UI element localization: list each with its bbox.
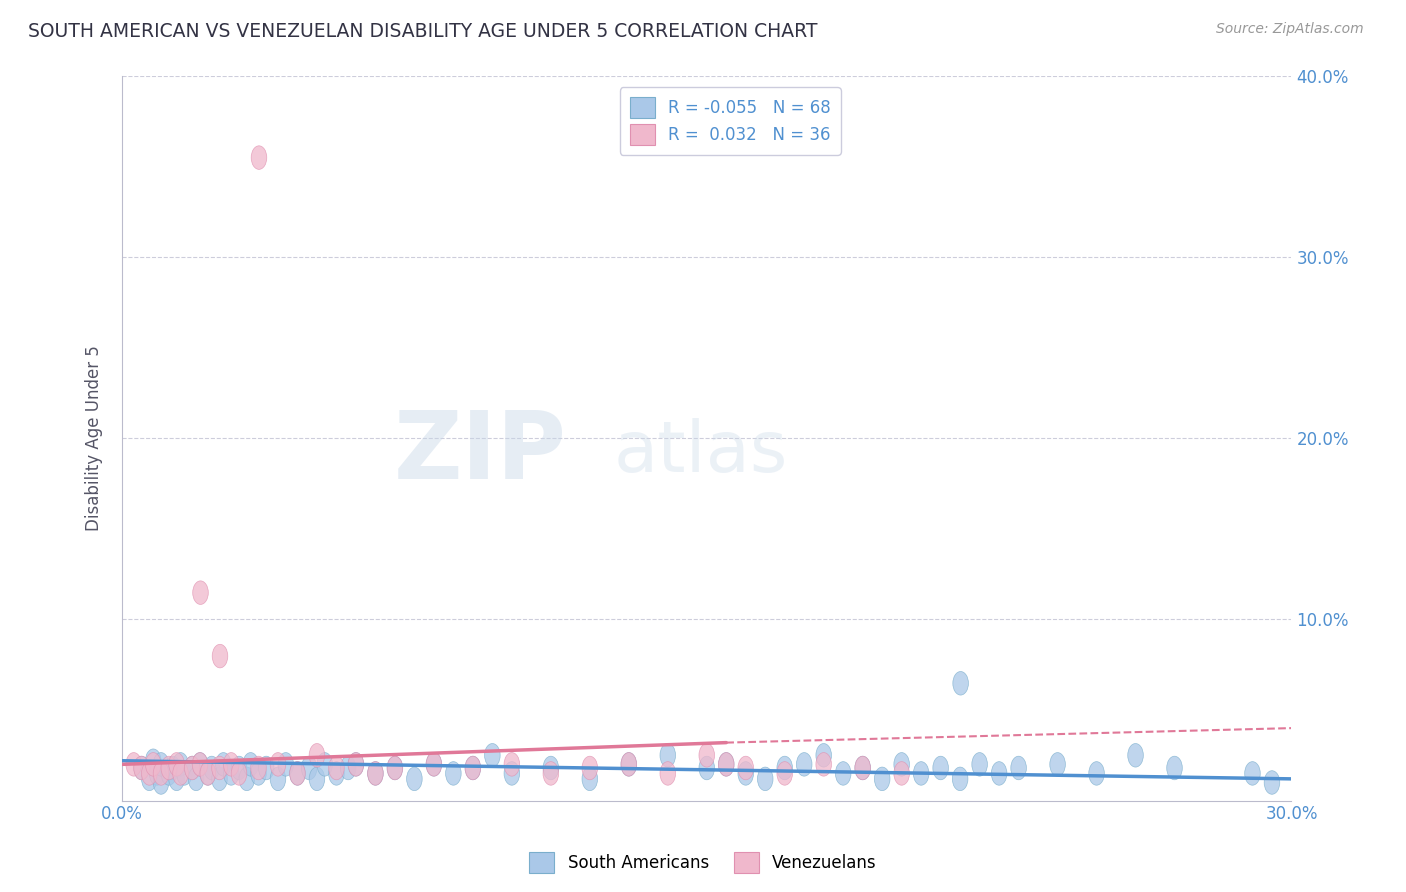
Text: ZIP: ZIP (394, 407, 567, 499)
Y-axis label: Disability Age Under 5: Disability Age Under 5 (86, 345, 103, 531)
Legend: South Americans, Venezuelans: South Americans, Venezuelans (523, 846, 883, 880)
Text: atlas: atlas (613, 418, 787, 487)
Text: Source: ZipAtlas.com: Source: ZipAtlas.com (1216, 22, 1364, 37)
Text: SOUTH AMERICAN VS VENEZUELAN DISABILITY AGE UNDER 5 CORRELATION CHART: SOUTH AMERICAN VS VENEZUELAN DISABILITY … (28, 22, 818, 41)
Legend: R = -0.055   N = 68, R =  0.032   N = 36: R = -0.055 N = 68, R = 0.032 N = 36 (620, 87, 841, 155)
